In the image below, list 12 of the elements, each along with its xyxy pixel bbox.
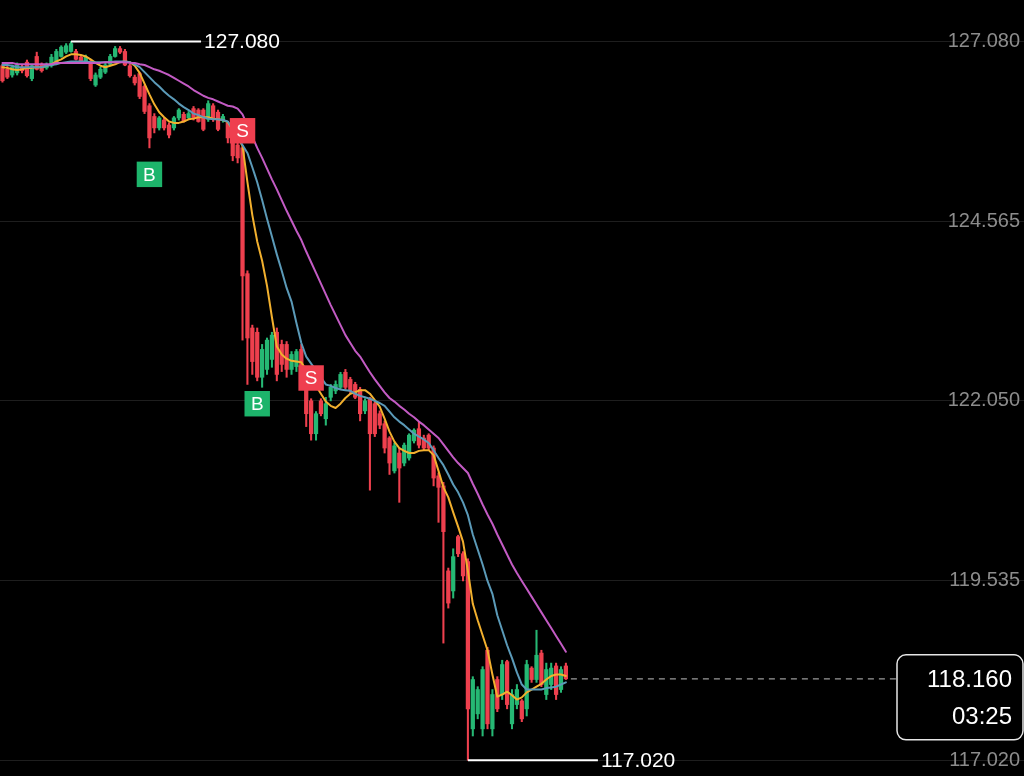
y-tick-label: 122.050 — [947, 388, 1020, 411]
text: B — [143, 163, 156, 185]
series-label: B — [250, 392, 264, 414]
annotation: 117.020 — [600, 748, 676, 772]
annotation: 127.080 — [204, 29, 280, 53]
ref-line-label: 118.160 03:25 — [927, 665, 1012, 730]
y-tick-label: 119.535 — [949, 568, 1020, 591]
text: S — [304, 367, 318, 389]
y-tick-label: 127.080 — [947, 28, 1020, 51]
y-tick-label: 117.020 — [949, 747, 1020, 770]
series-label: S — [236, 120, 249, 141]
y-tick-label: 124.565 — [947, 208, 1020, 231]
